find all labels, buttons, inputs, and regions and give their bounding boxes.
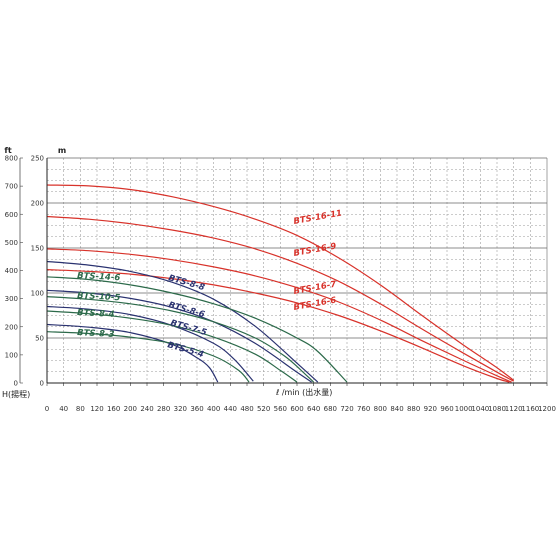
- y-axis-ticks-ft: 0 100 200 300 400 500 600 700 800: [5, 155, 23, 388]
- x-tick-label: 1080: [488, 405, 506, 413]
- curve-bts-14-6: [46, 276, 348, 383]
- y-tick-label-m: 50: [35, 335, 44, 343]
- x-tick-label: 1160: [521, 405, 539, 413]
- x-tick-label: 0: [45, 405, 49, 413]
- x-tick-label: 80: [76, 405, 85, 413]
- y-tick-label-m: 100: [31, 290, 44, 298]
- x-axis-label: ℓ /min (出水量): [275, 387, 332, 397]
- x-tick-label: 360: [190, 405, 203, 413]
- x-tick-label: 720: [340, 405, 353, 413]
- curve-bts-8-6: [46, 289, 312, 383]
- x-tick-label: 920: [424, 405, 437, 413]
- series-label-bts-8-4: BTS-8-4: [77, 308, 115, 320]
- curve-bts-8-8: [46, 260, 319, 383]
- series-label-bts-14-6: BTS-14-6: [77, 271, 121, 283]
- y-tick-label-ft: 300: [5, 295, 18, 303]
- y-unit-ft: ft: [4, 146, 11, 155]
- y-tick-label-m: 200: [31, 200, 44, 208]
- x-tick-label: 680: [324, 405, 337, 413]
- x-tick-label: 560: [274, 405, 287, 413]
- x-tick-label: 120: [90, 405, 103, 413]
- y-tick-label-ft: 700: [5, 183, 18, 191]
- pump-curves: [46, 184, 515, 383]
- curve-bts-16-6: [46, 269, 510, 383]
- x-tick-label: 320: [174, 405, 187, 413]
- curve-bts-16-9: [46, 215, 514, 382]
- x-tick-label: 160: [107, 405, 120, 413]
- x-tick-label: 800: [374, 405, 387, 413]
- x-tick-label: 440: [224, 405, 237, 413]
- x-tick-label: 520: [257, 405, 270, 413]
- y-tick-label-ft: 500: [5, 239, 18, 247]
- y-tick-label-ft: 400: [5, 267, 18, 275]
- curve-bts-5-4: [46, 323, 219, 383]
- y-tick-label-ft: 200: [5, 323, 18, 331]
- x-tick-label: 400: [207, 405, 220, 413]
- x-axis-ticks: 0 40 80 120 160 200 240 280 320 360 400 440 480 520 56…: [45, 383, 556, 413]
- x-tick-label: 480: [240, 405, 253, 413]
- curve-bts-10-5: [46, 296, 315, 383]
- y-tick-label-ft: 600: [5, 211, 18, 219]
- x-tick-label: 640: [307, 405, 320, 413]
- series-label-bts-10-5: BTS-10-5: [77, 291, 121, 303]
- y-tick-label-m: 250: [31, 155, 44, 163]
- curve-bts-8-4: [46, 310, 298, 383]
- x-tick-label: 1200: [538, 405, 556, 413]
- x-tick-label: 240: [140, 405, 153, 413]
- y-tick-label-ft: 800: [5, 155, 18, 163]
- x-tick-label: 840: [390, 405, 403, 413]
- y-tick-label-m: 150: [31, 245, 44, 253]
- curve-bts-16-7: [46, 248, 512, 383]
- x-tick-label: 880: [407, 405, 420, 413]
- x-tick-label: 960: [440, 405, 453, 413]
- x-tick-label: 40: [59, 405, 68, 413]
- x-tick-label: 760: [357, 405, 370, 413]
- x-tick-label: 600: [290, 405, 303, 413]
- y-tick-label-m: 0: [40, 380, 44, 388]
- x-tick-label: 280: [157, 405, 170, 413]
- series-label-bts-8-3: BTS-8-3: [77, 328, 115, 340]
- y-axis-ticks-m: 0 50 100 150 200 250: [31, 155, 44, 388]
- x-tick-label: 1120: [505, 405, 523, 413]
- y-tick-label-ft: 100: [5, 351, 18, 359]
- x-tick-label: 200: [124, 405, 137, 413]
- curve-bts-8-3: [46, 331, 250, 383]
- y-unit-m: m: [58, 146, 66, 155]
- x-tick-label: 1000: [455, 405, 473, 413]
- curve-bts-16-11: [46, 184, 515, 381]
- x-tick-label: 1040: [471, 405, 489, 413]
- y-tick-label-ft: 0: [14, 380, 18, 388]
- y-axis-label: H(揚程): [2, 389, 30, 399]
